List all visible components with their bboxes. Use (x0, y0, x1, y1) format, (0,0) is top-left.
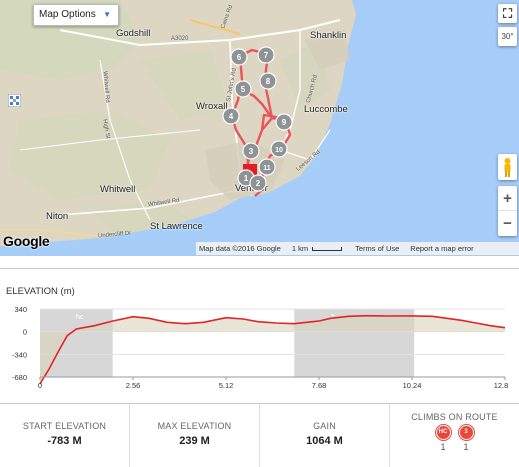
fullscreen-button[interactable]: ⛶ (498, 4, 517, 23)
map-options-label: Map Options (39, 9, 96, 20)
y-tick-label-2: -340 (12, 350, 27, 359)
climb-hc-icon: HC (436, 426, 450, 439)
waypoint-marker-9[interactable]: 9 (275, 113, 293, 131)
x-tick-label-3: 7.68 (312, 381, 327, 390)
street-view-pegman[interactable] (498, 154, 517, 180)
report-error-link[interactable]: Report a map error (410, 244, 474, 253)
x-tick-label-4: 10.24 (403, 381, 422, 390)
town-label-godshill: Godshill (116, 28, 151, 39)
elevation-title: ELEVATION (m) (6, 286, 75, 297)
tilt-label: 30° (501, 32, 514, 41)
map-options-dropdown[interactable]: Map Options ▼ (33, 4, 119, 26)
grid-toggle-icon[interactable] (8, 94, 21, 107)
waypoint-marker-8[interactable]: 8 (259, 72, 277, 90)
climb-zone-label-0: hc (76, 314, 84, 321)
pegman-icon (504, 158, 511, 177)
waypoint-marker-4[interactable]: 4 (222, 107, 240, 125)
max-elevation-value: 239 M (179, 435, 210, 447)
x-tick-label-2: 5.12 (219, 381, 234, 390)
waypoint-marker-11[interactable]: 11 (258, 158, 276, 176)
tilt-toggle-button[interactable]: 30° (498, 27, 517, 46)
climb-cat3-icon: 3 (459, 426, 473, 439)
climbs-on-route-stat: CLIMBS ON ROUTE HC 1 3 1 (390, 404, 519, 467)
road-label-a3020: A3020 (171, 36, 189, 42)
svg-text:9: 9 (282, 118, 287, 127)
x-tick-label-5: 12.8 (494, 381, 509, 390)
waypoint-marker-10[interactable]: 10 (270, 140, 288, 158)
climb-hc-count: 1 (440, 442, 446, 452)
x-tick-label-0: 0 (38, 381, 42, 390)
elevation-line (39, 314, 506, 385)
y-tick-label-3: -680 (12, 373, 27, 382)
gain-value: 1064 M (306, 435, 343, 447)
y-tick-label-1: 0 (23, 328, 27, 337)
town-label-shanklin: Shanklin (310, 30, 347, 41)
svg-text:5: 5 (241, 85, 246, 94)
waypoint-marker-7[interactable]: 7 (257, 46, 275, 64)
svg-text:1: 1 (244, 174, 249, 183)
start-elevation-value: -783 M (47, 435, 82, 447)
scale-label: 1 km (291, 244, 309, 253)
town-label-wroxall: Wroxall (196, 101, 228, 112)
map-base-layer (0, 0, 519, 256)
climb-cat3[interactable]: 3 1 (459, 426, 473, 452)
route-map[interactable]: A3020 St John's Rd Whitwell Rd High St C… (0, 0, 519, 256)
elevation-profile: ELEVATION (m) hc 3 340 0 -340 -680 0 2.56 5.12 7.… (0, 268, 519, 396)
svg-text:6: 6 (237, 53, 242, 62)
elevation-area (40, 315, 505, 384)
svg-text:10: 10 (275, 147, 283, 154)
svg-text:3: 3 (249, 147, 254, 156)
x-tick-label-1: 2.56 (126, 381, 141, 390)
town-label-ventnor: Ventnor (235, 183, 268, 194)
town-label-st-lawrence: St Lawrence (150, 221, 203, 232)
waypoint-marker-2[interactable]: 2 (249, 174, 267, 192)
google-logo: Google (3, 233, 50, 249)
scale-bar-icon (312, 247, 343, 252)
waypoint-marker-6[interactable]: 6 (230, 48, 248, 66)
zoom-out-button[interactable]: − (503, 215, 512, 232)
zoom-in-button[interactable]: + (498, 186, 517, 211)
map-attribution-bar: Map data ©2016 Google 1 km Terms of Use Rep… (196, 242, 519, 255)
zoom-control: + − (498, 186, 517, 236)
route-stats: START ELEVATION -783 M MAX ELEVATION 239… (0, 403, 519, 467)
max-elevation-label: MAX ELEVATION (157, 421, 232, 431)
svg-text:2: 2 (256, 179, 261, 188)
map-data-credit: Map data ©2016 Google (199, 244, 281, 253)
start-elevation-stat: START ELEVATION -783 M (0, 404, 130, 467)
climb-cat3-count: 1 (463, 442, 469, 452)
climb-hc[interactable]: HC 1 (436, 426, 450, 452)
town-label-niton: Niton (46, 211, 69, 222)
gain-label: GAIN (313, 421, 336, 431)
waypoint-marker-3[interactable]: 3 (242, 142, 260, 160)
y-tick-label-0: 340 (14, 305, 27, 314)
svg-text:11: 11 (263, 165, 271, 172)
terms-link[interactable]: Terms of Use (355, 244, 400, 253)
start-elevation-label: START ELEVATION (22, 421, 107, 431)
svg-text:8: 8 (266, 77, 271, 86)
svg-text:4: 4 (229, 112, 234, 121)
chevron-down-icon: ▼ (103, 10, 111, 19)
gain-stat: GAIN 1064 M (260, 404, 390, 467)
waypoint-marker-5[interactable]: 5 (234, 80, 252, 98)
svg-text:7: 7 (264, 51, 269, 60)
waypoint-layer: 12 3 4 5 6 7 8 9 10 11 (222, 46, 293, 192)
town-label-whitwell: Whitwell (100, 184, 136, 195)
climbs-label: CLIMBS ON ROUTE (411, 412, 498, 422)
fullscreen-icon: ⛶ (502, 6, 513, 21)
town-label-luccombe: Luccombe (304, 104, 348, 115)
max-elevation-stat: MAX ELEVATION 239 M (130, 404, 260, 467)
